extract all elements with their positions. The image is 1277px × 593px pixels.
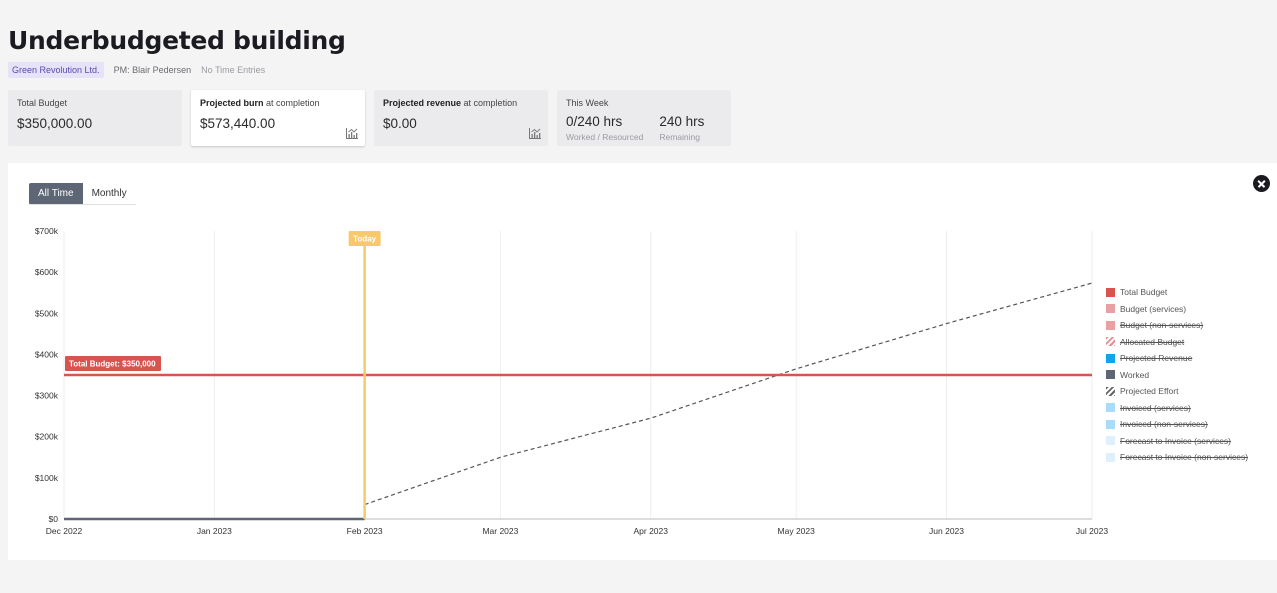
x-tick-label: Feb 2023 xyxy=(347,526,383,536)
remaining: 240 hrs Remaining xyxy=(659,114,704,142)
legend-item[interactable]: Worked xyxy=(1106,370,1149,380)
total-budget-label-bg xyxy=(65,356,161,371)
legend-label: Total Budget xyxy=(1120,287,1168,297)
legend-swatch xyxy=(1106,320,1115,330)
legend-item[interactable]: Projected Effort xyxy=(1106,386,1178,396)
today-label: Today xyxy=(353,235,377,244)
budget-chart: $0 $100k $200k $300k $400k $500k $600k $700k De… xyxy=(35,226,1109,536)
this-week-values: 0/240 hrs Worked / Resourced 240 hrs Rem… xyxy=(566,114,722,142)
legend-swatch xyxy=(1106,370,1115,379)
chart-icon[interactable] xyxy=(529,128,541,139)
page-title: Underbudgeted building xyxy=(8,26,346,55)
x-tick-label: May 2023 xyxy=(778,526,816,536)
legend-label: Invoiced (non-services) xyxy=(1120,419,1208,429)
x-tick-label: Apr 2023 xyxy=(633,526,668,536)
remaining-value: 240 hrs xyxy=(659,114,705,129)
legend-label: Invoiced (services) xyxy=(1120,402,1191,413)
total-budget-title: Total Budget xyxy=(17,98,68,108)
chart-series: Total Budget: $350,000 Today xyxy=(64,231,1093,521)
toggle-all-time[interactable]: All Time xyxy=(29,183,83,205)
close-icon[interactable] xyxy=(1253,175,1270,192)
worked-value: 0/240 hrs xyxy=(566,114,623,129)
view-toggle: All Time Monthly xyxy=(29,183,136,205)
today-label-bg xyxy=(348,231,381,246)
x-tick-label: Jan 2023 xyxy=(197,526,232,536)
legend-label: Allocated Budget xyxy=(1120,336,1185,347)
legend-label: Projected Revenue xyxy=(1120,353,1193,363)
legend-label: Forecast to Invoice (non-services) xyxy=(1120,452,1249,462)
x-axis-ticks: Dec 2022 Jan 2023 Feb 2023 Mar 2023 Apr 2023… xyxy=(46,526,1109,536)
chart-icon[interactable] xyxy=(346,128,358,139)
legend-swatch xyxy=(1106,452,1115,462)
project-meta: Green Revolution Ltd. PM: Blair Pedersen… xyxy=(8,62,265,78)
y-tick-label: $300k xyxy=(35,391,59,401)
y-tick-label: $400k xyxy=(35,349,59,359)
legend-swatch xyxy=(1106,403,1115,412)
projected-revenue-title: Projected revenue at completion xyxy=(383,98,518,108)
x-tick-label: Mar 2023 xyxy=(482,526,518,536)
toggle-monthly[interactable]: Monthly xyxy=(82,183,136,205)
time-entries-label: No Time Entries xyxy=(201,65,266,75)
legend-label: Projected Effort xyxy=(1120,386,1179,396)
x-tick-label: Jul 2023 xyxy=(1076,526,1108,536)
y-tick-label: $100k xyxy=(35,473,59,483)
chart-panel: All Time Monthly $0 $100k $200k $300k $400k $… xyxy=(8,163,1277,560)
remaining-label: Remaining xyxy=(659,132,700,142)
client-badge[interactable]: Green Revolution Ltd. xyxy=(8,62,104,78)
legend-item[interactable]: Budget (services) xyxy=(1106,304,1186,314)
legend-item[interactable]: Forecast to Invoice (services) xyxy=(1106,436,1231,446)
legend-swatch xyxy=(1106,386,1115,396)
legend-item[interactable]: Invoiced (non-services) xyxy=(1106,419,1208,429)
legend-label: Budget (non-services) xyxy=(1120,320,1204,330)
total-budget-label: Total Budget: $350,000 xyxy=(69,360,156,369)
x-tick-label: Jun 2023 xyxy=(929,526,964,536)
legend-swatch xyxy=(1106,436,1115,445)
total-budget-value: $350,000.00 xyxy=(17,116,93,131)
y-tick-label: $500k xyxy=(35,308,59,318)
worked-label: Worked / Resourced xyxy=(566,132,644,142)
projected-effort-line xyxy=(364,282,1093,506)
x-tick-label: Dec 2022 xyxy=(46,526,83,536)
projected-burn-card[interactable]: Projected burn at completion $573,440.00 xyxy=(191,90,365,146)
legend-item[interactable]: Invoiced (services) xyxy=(1106,403,1191,413)
projected-burn-value: $573,440.00 xyxy=(200,116,276,131)
legend-swatch xyxy=(1106,287,1115,297)
legend-item[interactable]: Forecast to Invoice (non-services) xyxy=(1106,452,1248,462)
y-tick-label: $0 xyxy=(49,514,59,524)
legend-swatch xyxy=(1106,304,1115,313)
worked-resourced: 0/240 hrs Worked / Resourced xyxy=(566,114,643,142)
legend-label: Forecast to Invoice (services) xyxy=(1120,435,1232,446)
legend-item[interactable]: Total Budget xyxy=(1106,287,1167,297)
y-tick-label: $700k xyxy=(35,226,59,236)
y-tick-label: $200k xyxy=(35,432,59,442)
legend-item[interactable]: Allocated Budget xyxy=(1106,337,1184,347)
legend-label: Worked xyxy=(1120,369,1150,380)
this-week-title: This Week xyxy=(566,98,609,108)
projected-revenue-card[interactable]: Projected revenue at completion $0.00 xyxy=(374,90,548,146)
projected-revenue-value: $0.00 xyxy=(383,116,417,131)
legend-swatch xyxy=(1106,337,1115,346)
y-tick-label: $600k xyxy=(35,267,59,277)
legend-label: Budget (services) xyxy=(1120,303,1187,314)
pm-label: PM: Blair Pedersen xyxy=(113,65,192,75)
legend-swatch xyxy=(1106,353,1115,363)
projected-burn-title: Projected burn at completion xyxy=(200,98,320,108)
legend-item[interactable]: Budget (non-services) xyxy=(1106,320,1203,330)
total-budget-card[interactable]: Total Budget $350,000.00 xyxy=(8,90,182,146)
legend-item[interactable]: Projected Revenue xyxy=(1106,353,1192,363)
legend-swatch xyxy=(1106,419,1115,429)
this-week-card[interactable]: This Week 0/240 hrs Worked / Resourced 2… xyxy=(557,90,731,146)
y-axis-ticks: $0 $100k $200k $300k $400k $500k $600k $700k xyxy=(35,226,59,524)
